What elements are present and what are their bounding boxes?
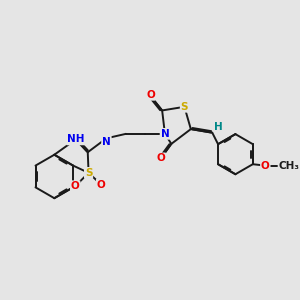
Text: CH₃: CH₃ [278, 160, 299, 171]
Text: N: N [102, 136, 111, 147]
Text: O: O [71, 181, 80, 191]
Text: O: O [146, 90, 155, 100]
Text: O: O [97, 179, 106, 190]
Text: O: O [156, 153, 165, 164]
Text: S: S [181, 102, 188, 112]
Text: S: S [85, 168, 92, 178]
Text: N: N [160, 129, 169, 139]
Text: H: H [214, 122, 223, 132]
Text: NH: NH [67, 134, 85, 144]
Text: O: O [261, 160, 270, 171]
